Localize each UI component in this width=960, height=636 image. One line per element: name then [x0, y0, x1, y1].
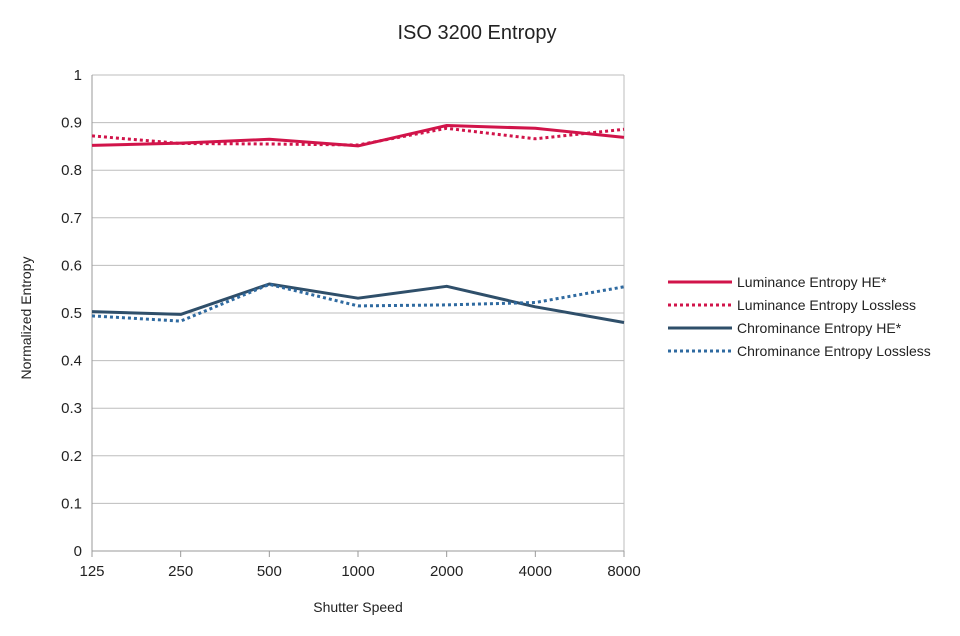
y-axis-label: Normalized Entropy: [18, 257, 34, 380]
x-tick-label: 250: [168, 563, 193, 580]
x-tick-label: 2000: [430, 563, 463, 580]
x-tick-label: 1000: [341, 563, 374, 580]
chart-title: ISO 3200 Entropy: [398, 22, 557, 44]
y-tick-label: 0: [74, 543, 82, 560]
y-tick-label: 0.6: [61, 257, 82, 274]
y-tick-label: 0.5: [61, 305, 82, 322]
legend-label-2: Luminance Entropy Lossless: [737, 297, 916, 313]
x-tick-label: 500: [257, 563, 282, 580]
y-tick-label: 0.3: [61, 400, 82, 417]
y-axis-ticks: 0 0.1 0.2 0.3 0.4 0.5 0.6 0.7 0.8 0.9 1: [61, 67, 82, 560]
legend-label-3: Chrominance Entropy HE*: [737, 320, 902, 336]
y-tick-label: 1: [74, 67, 82, 84]
x-axis-label: Shutter Speed: [313, 599, 403, 615]
y-tick-label: 0.8: [61, 162, 82, 179]
series-line-3: [91, 282, 625, 324]
y-tick-label: 0.4: [61, 353, 82, 370]
y-tick-label: 0.9: [61, 115, 82, 132]
series-line-4: [91, 282, 625, 323]
y-tick-label: 0.2: [61, 448, 82, 465]
x-tick-label: 125: [79, 563, 104, 580]
x-axis-ticks: 125 250 500 1000 2000 4000 8000: [79, 551, 641, 580]
series-line-2: [91, 126, 625, 147]
legend-label-4: Chrominance Entropy Lossless: [737, 343, 931, 359]
y-tick-label: 0.1: [61, 495, 82, 512]
x-tick-label: 4000: [519, 563, 552, 580]
legend-label-1: Luminance Entropy HE*: [737, 274, 887, 290]
legend: Luminance Entropy HE* Luminance Entropy L…: [668, 274, 931, 359]
series-group: [91, 124, 625, 324]
x-tick-label: 8000: [607, 563, 640, 580]
y-tick-label: 0.7: [61, 210, 82, 227]
